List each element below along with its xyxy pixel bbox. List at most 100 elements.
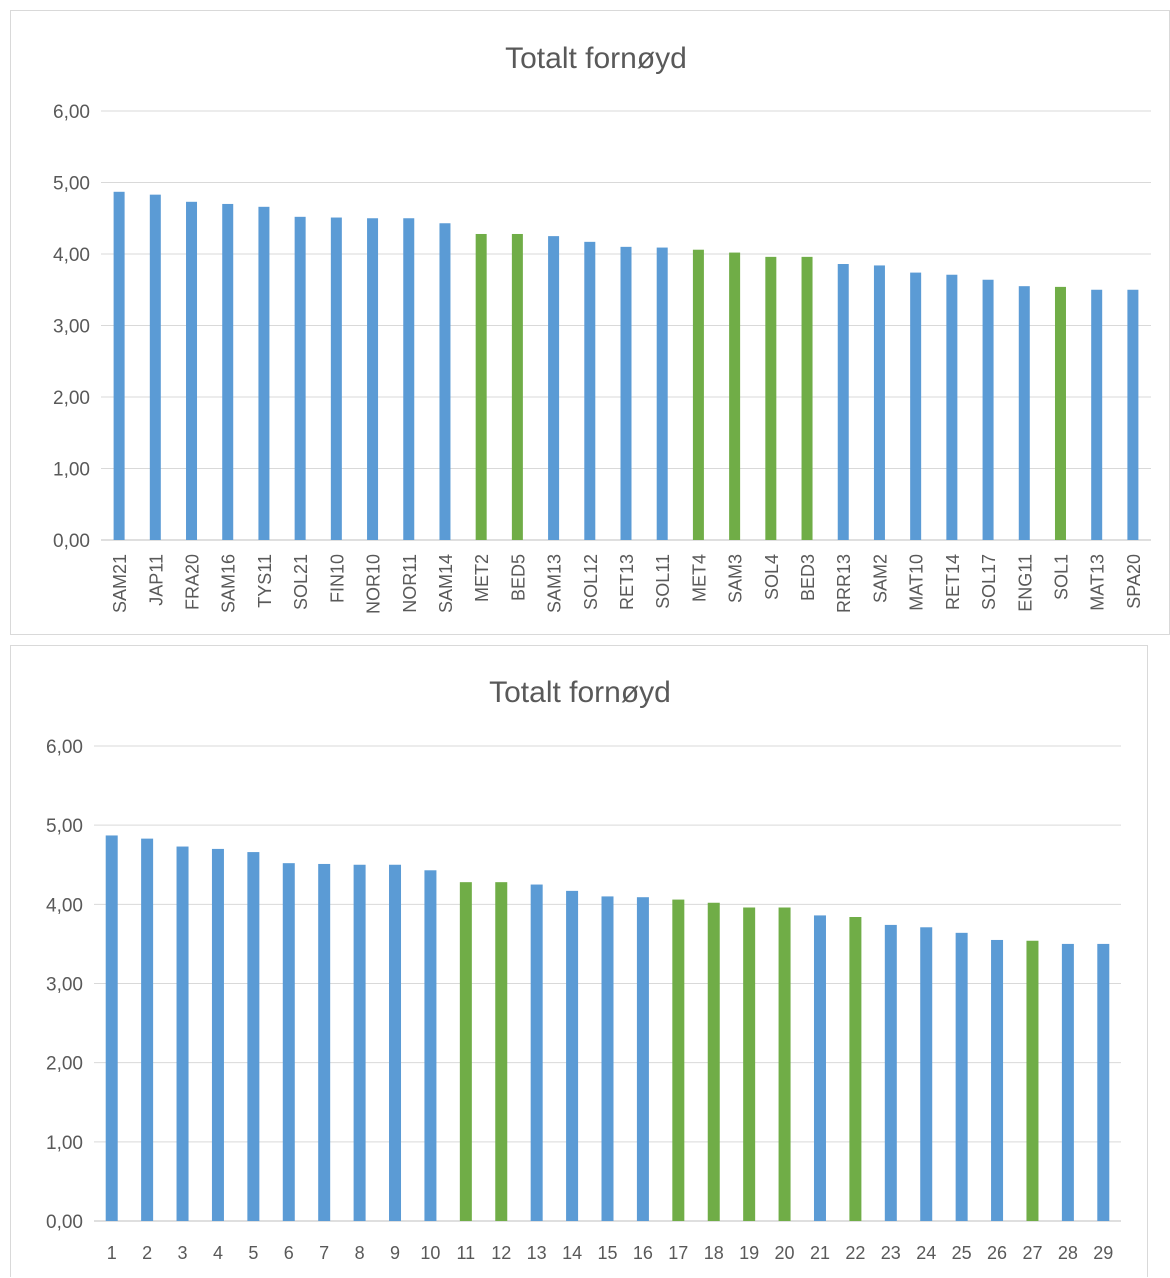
bar — [946, 274, 958, 540]
bar — [729, 252, 741, 540]
y-tick-label: 5,00 — [53, 174, 90, 195]
x-tick-label: 16 — [633, 1243, 653, 1263]
y-tick-label: 3,00 — [53, 317, 90, 338]
x-tick-label: 18 — [704, 1243, 724, 1263]
y-tick-label: 2,00 — [53, 388, 90, 409]
y-tick-label: 4,00 — [53, 245, 90, 266]
x-tick-label: SAM2 — [870, 554, 890, 603]
x-tick-label: 21 — [810, 1243, 830, 1263]
bar — [367, 218, 379, 540]
x-tick-label: FIN10 — [327, 554, 347, 603]
x-tick-label: SOL21 — [291, 554, 311, 610]
x-tick-label: BED3 — [798, 554, 818, 601]
y-tick-label: 6,00 — [53, 102, 90, 123]
x-tick-label: SAM21 — [110, 554, 130, 613]
chart-panel-bottom: Totalt fornøyd 0,00 1,00 2,00 3,00 4,00 5,00 6… — [10, 645, 1148, 1277]
x-tick-label: MAT10 — [907, 554, 927, 611]
bar — [495, 882, 508, 1221]
x-tick-label: 24 — [916, 1243, 936, 1263]
bar-chart-bottom: Totalt fornøyd 0,00 1,00 2,00 3,00 4,00 5,00 6… — [46, 676, 1121, 1263]
bar — [459, 882, 472, 1221]
x-tick-label: 8 — [355, 1243, 365, 1263]
bar — [601, 896, 614, 1221]
x-tick-label: ENG11 — [1015, 554, 1035, 612]
chart-panel-top: Totalt fornøyd 0,00 1,00 2,00 3,00 4,00 5,00 6… — [10, 10, 1170, 635]
x-tick-label: 27 — [1022, 1243, 1042, 1263]
x-tick-label: 19 — [739, 1243, 759, 1263]
x-tick-label: TYS11 — [255, 554, 275, 608]
x-tick-label: 2 — [142, 1243, 152, 1263]
bar — [439, 223, 451, 540]
bar — [849, 917, 862, 1221]
x-tick-label: SAM3 — [726, 554, 746, 603]
bar — [1061, 943, 1074, 1221]
bar — [692, 249, 704, 540]
bar — [672, 899, 685, 1221]
bar — [113, 191, 125, 541]
bar — [530, 884, 543, 1221]
x-tick-label: 14 — [562, 1243, 582, 1263]
bar — [141, 838, 154, 1221]
bar — [620, 246, 632, 540]
x-tick-label: 20 — [775, 1243, 795, 1263]
y-tick-label: 4,00 — [46, 895, 83, 916]
bar — [910, 272, 922, 540]
bar — [1054, 286, 1066, 540]
x-tick-label: 12 — [491, 1243, 511, 1263]
x-tick-label: 10 — [420, 1243, 440, 1263]
bar — [566, 890, 579, 1221]
bar — [403, 218, 415, 540]
bar — [222, 203, 234, 540]
x-tick-label: 6 — [284, 1243, 294, 1263]
bar — [1026, 940, 1039, 1221]
x-tick-label: 29 — [1093, 1243, 1113, 1263]
x-tick-label: BED5 — [508, 554, 528, 601]
y-tick-label: 5,00 — [46, 816, 83, 837]
bar — [955, 932, 968, 1221]
bar — [743, 907, 756, 1221]
x-tick-label: 25 — [952, 1243, 972, 1263]
bar — [186, 201, 198, 540]
bar — [318, 863, 331, 1221]
x-tick-label: 9 — [390, 1243, 400, 1263]
x-tick-label: NOR11 — [400, 554, 420, 613]
bar — [636, 897, 649, 1221]
y-tick-label: 0,00 — [46, 1212, 83, 1233]
bar — [389, 864, 402, 1221]
x-tick-label: 15 — [597, 1243, 617, 1263]
bar — [991, 939, 1004, 1221]
y-tick-label: 0,00 — [53, 531, 90, 552]
x-tick-label: FRA20 — [183, 554, 203, 610]
y-tick-label: 1,00 — [46, 1133, 83, 1154]
bar — [982, 279, 994, 540]
x-tick-label: 5 — [248, 1243, 258, 1263]
bar — [837, 264, 849, 540]
bar — [920, 927, 933, 1221]
bar — [1091, 289, 1103, 540]
bar — [813, 915, 826, 1221]
bar — [149, 194, 161, 540]
x-tick-label: 3 — [178, 1243, 188, 1263]
x-tick-label: SOL12 — [581, 554, 601, 610]
bar — [105, 835, 118, 1221]
x-tick-label: MAT13 — [1088, 554, 1108, 611]
bar — [330, 217, 342, 540]
bar — [1127, 289, 1139, 540]
x-tick-label: SAM14 — [436, 554, 456, 613]
y-tick-label: 2,00 — [46, 1054, 83, 1075]
bar — [424, 870, 437, 1221]
bar — [258, 206, 270, 540]
x-tick-label: 23 — [881, 1243, 901, 1263]
bar — [247, 852, 260, 1221]
bar — [176, 846, 189, 1221]
chart-title: Totalt fornøyd — [505, 42, 687, 75]
x-tick-label: RET13 — [617, 554, 637, 610]
bar — [475, 233, 487, 541]
bar — [873, 265, 885, 540]
x-tick-label: MET4 — [689, 554, 709, 602]
bar — [548, 236, 560, 540]
x-tick-label: SPA20 — [1124, 554, 1144, 609]
x-tick-label: 11 — [457, 1243, 476, 1263]
x-tick-label: SOL4 — [762, 554, 782, 600]
x-tick-label: 1 — [107, 1243, 117, 1263]
